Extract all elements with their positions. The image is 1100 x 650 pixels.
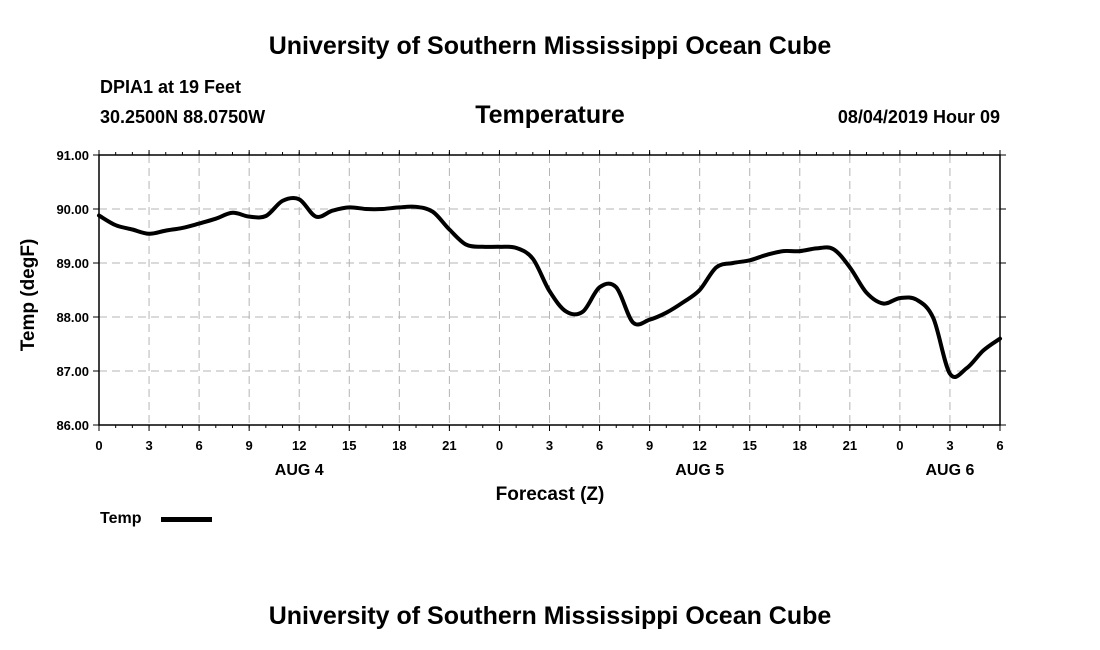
x-tick-label: 12 [692, 438, 706, 453]
title-top: University of Southern Mississippi Ocean… [268, 32, 832, 60]
x-tick-label: 9 [646, 438, 653, 453]
x-tick-label: 6 [996, 438, 1003, 453]
x-tick-label: 18 [392, 438, 406, 453]
x-tick-label: 0 [496, 438, 503, 453]
y-tick-label: 89.00 [56, 256, 89, 271]
axis-ticks: 86.00 87.00 88.00 89.00 90.00 91.00 0 3 6 9 12 15 18… [56, 148, 1006, 479]
day-label: AUG 6 [925, 462, 974, 479]
legend-swatch [161, 517, 212, 522]
temperature-chart: 86.00 87.00 88.00 89.00 90.00 91.00 0 3 6 9 12 15 18… [18, 148, 1006, 505]
y-tick-label: 86.00 [56, 418, 89, 433]
x-tick-label: 0 [896, 438, 903, 453]
title-bottom: University of Southern Mississippi Ocean… [268, 602, 832, 630]
station-label: DPIA1 at 19 Feet [100, 77, 242, 97]
legend: Temp [100, 510, 141, 528]
x-tick-label: 0 [95, 438, 102, 453]
day-label: AUG 4 [275, 462, 324, 479]
x-tick-label: 18 [793, 438, 807, 453]
x-tick-label: 3 [946, 438, 953, 453]
x-tick-label: 21 [442, 438, 456, 453]
coordinates-label: 30.2500N 88.0750W [100, 107, 266, 127]
x-tick-label: 12 [292, 438, 306, 453]
x-tick-label: 6 [195, 438, 202, 453]
y-tick-label: 87.00 [56, 364, 89, 379]
day-label: AUG 5 [675, 462, 724, 479]
grid-lines [99, 155, 1000, 425]
y-axis-label: Temp (degF) [18, 239, 39, 352]
x-tick-label: 21 [843, 438, 857, 453]
temp-series-line [97, 195, 1002, 379]
x-axis-label: Forecast (Z) [496, 484, 605, 505]
legend-label: Temp [100, 510, 142, 527]
x-tick-label: 3 [546, 438, 553, 453]
x-tick-label: 3 [145, 438, 152, 453]
x-tick-label: 9 [246, 438, 253, 453]
datetime-label: 08/04/2019 Hour 09 [837, 107, 1000, 127]
x-tick-label: 15 [742, 438, 756, 453]
x-tick-label: 15 [342, 438, 356, 453]
y-tick-label: 88.00 [56, 310, 89, 325]
y-tick-label: 90.00 [56, 202, 89, 217]
y-tick-label: 91.00 [56, 148, 89, 163]
chart-title: Temperature [475, 101, 625, 129]
x-tick-label: 6 [596, 438, 603, 453]
